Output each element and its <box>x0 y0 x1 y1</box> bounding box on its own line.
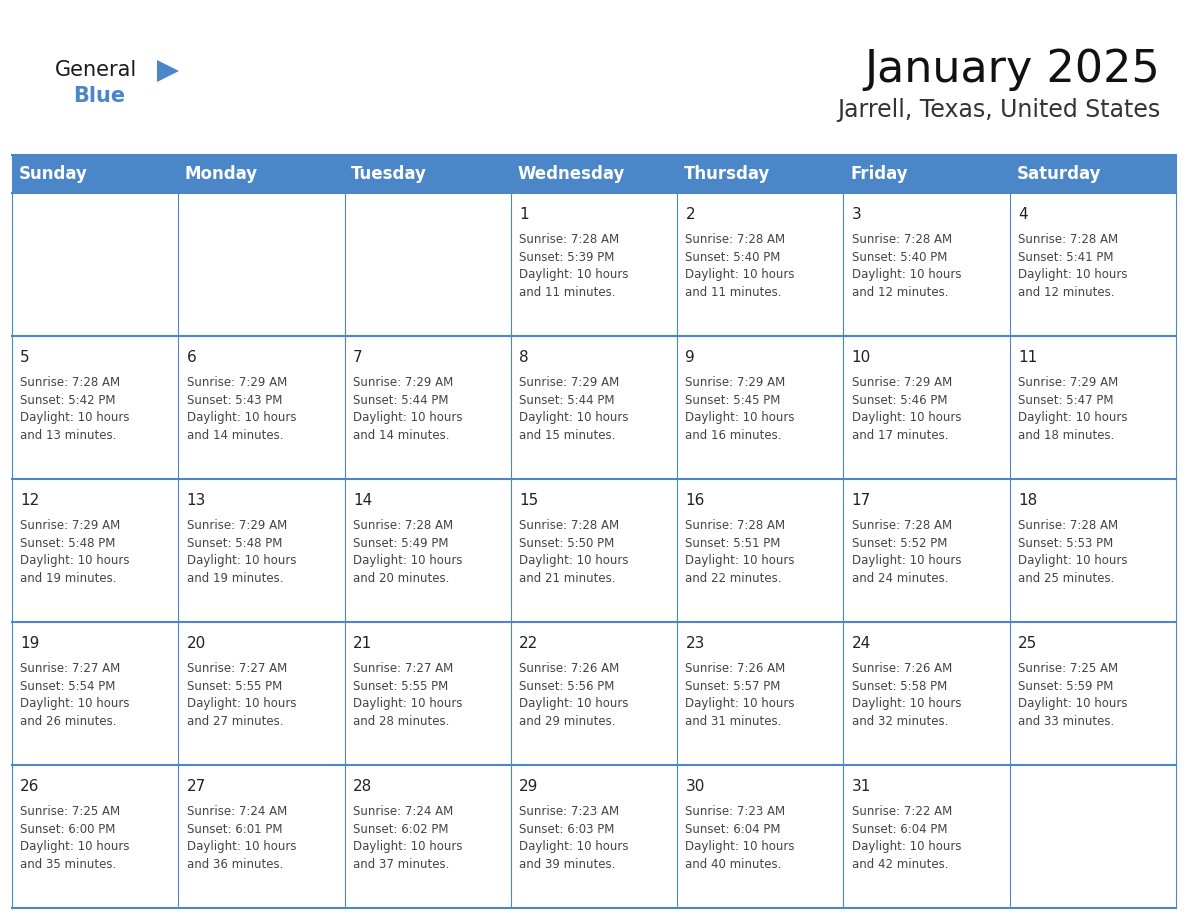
Bar <box>12 155 1176 193</box>
Text: Monday: Monday <box>185 165 258 183</box>
Text: Sunrise: 7:29 AM
Sunset: 5:43 PM
Daylight: 10 hours
and 14 minutes.: Sunrise: 7:29 AM Sunset: 5:43 PM Dayligh… <box>187 376 296 442</box>
Text: Sunrise: 7:27 AM
Sunset: 5:55 PM
Daylight: 10 hours
and 28 minutes.: Sunrise: 7:27 AM Sunset: 5:55 PM Dayligh… <box>353 662 462 728</box>
Text: 7: 7 <box>353 351 362 365</box>
Text: Saturday: Saturday <box>1017 165 1101 183</box>
Text: Sunrise: 7:22 AM
Sunset: 6:04 PM
Daylight: 10 hours
and 42 minutes.: Sunrise: 7:22 AM Sunset: 6:04 PM Dayligh… <box>852 805 961 870</box>
Text: Sunrise: 7:26 AM
Sunset: 5:56 PM
Daylight: 10 hours
and 29 minutes.: Sunrise: 7:26 AM Sunset: 5:56 PM Dayligh… <box>519 662 628 728</box>
Text: Sunrise: 7:29 AM
Sunset: 5:48 PM
Daylight: 10 hours
and 19 minutes.: Sunrise: 7:29 AM Sunset: 5:48 PM Dayligh… <box>20 519 129 585</box>
Text: Sunrise: 7:24 AM
Sunset: 6:02 PM
Daylight: 10 hours
and 37 minutes.: Sunrise: 7:24 AM Sunset: 6:02 PM Dayligh… <box>353 805 462 870</box>
Text: Sunrise: 7:25 AM
Sunset: 6:00 PM
Daylight: 10 hours
and 35 minutes.: Sunrise: 7:25 AM Sunset: 6:00 PM Dayligh… <box>20 805 129 870</box>
Text: Sunrise: 7:23 AM
Sunset: 6:03 PM
Daylight: 10 hours
and 39 minutes.: Sunrise: 7:23 AM Sunset: 6:03 PM Dayligh… <box>519 805 628 870</box>
Text: Sunrise: 7:28 AM
Sunset: 5:52 PM
Daylight: 10 hours
and 24 minutes.: Sunrise: 7:28 AM Sunset: 5:52 PM Dayligh… <box>852 519 961 585</box>
Text: Sunrise: 7:27 AM
Sunset: 5:54 PM
Daylight: 10 hours
and 26 minutes.: Sunrise: 7:27 AM Sunset: 5:54 PM Dayligh… <box>20 662 129 728</box>
Text: 17: 17 <box>852 493 871 509</box>
Text: 25: 25 <box>1018 636 1037 651</box>
Text: January 2025: January 2025 <box>864 48 1159 91</box>
Text: Sunrise: 7:29 AM
Sunset: 5:44 PM
Daylight: 10 hours
and 15 minutes.: Sunrise: 7:29 AM Sunset: 5:44 PM Dayligh… <box>519 376 628 442</box>
Text: 10: 10 <box>852 351 871 365</box>
Text: Sunrise: 7:29 AM
Sunset: 5:48 PM
Daylight: 10 hours
and 19 minutes.: Sunrise: 7:29 AM Sunset: 5:48 PM Dayligh… <box>187 519 296 585</box>
Text: 22: 22 <box>519 636 538 651</box>
Text: Friday: Friday <box>851 165 908 183</box>
Text: 20: 20 <box>187 636 206 651</box>
Text: Sunrise: 7:28 AM
Sunset: 5:50 PM
Daylight: 10 hours
and 21 minutes.: Sunrise: 7:28 AM Sunset: 5:50 PM Dayligh… <box>519 519 628 585</box>
Text: 2: 2 <box>685 207 695 222</box>
Text: 15: 15 <box>519 493 538 509</box>
Text: 27: 27 <box>187 779 206 794</box>
Text: Sunrise: 7:28 AM
Sunset: 5:40 PM
Daylight: 10 hours
and 11 minutes.: Sunrise: 7:28 AM Sunset: 5:40 PM Dayligh… <box>685 233 795 298</box>
Text: 8: 8 <box>519 351 529 365</box>
Text: 18: 18 <box>1018 493 1037 509</box>
Text: 14: 14 <box>353 493 372 509</box>
Text: 30: 30 <box>685 779 704 794</box>
Text: Sunrise: 7:28 AM
Sunset: 5:51 PM
Daylight: 10 hours
and 22 minutes.: Sunrise: 7:28 AM Sunset: 5:51 PM Dayligh… <box>685 519 795 585</box>
Text: Sunrise: 7:28 AM
Sunset: 5:53 PM
Daylight: 10 hours
and 25 minutes.: Sunrise: 7:28 AM Sunset: 5:53 PM Dayligh… <box>1018 519 1127 585</box>
Text: 26: 26 <box>20 779 39 794</box>
Text: Sunrise: 7:27 AM
Sunset: 5:55 PM
Daylight: 10 hours
and 27 minutes.: Sunrise: 7:27 AM Sunset: 5:55 PM Dayligh… <box>187 662 296 728</box>
Text: 16: 16 <box>685 493 704 509</box>
Text: General: General <box>55 60 138 80</box>
Text: 24: 24 <box>852 636 871 651</box>
Text: Sunrise: 7:24 AM
Sunset: 6:01 PM
Daylight: 10 hours
and 36 minutes.: Sunrise: 7:24 AM Sunset: 6:01 PM Dayligh… <box>187 805 296 870</box>
Text: Sunrise: 7:26 AM
Sunset: 5:57 PM
Daylight: 10 hours
and 31 minutes.: Sunrise: 7:26 AM Sunset: 5:57 PM Dayligh… <box>685 662 795 728</box>
Text: Sunrise: 7:29 AM
Sunset: 5:47 PM
Daylight: 10 hours
and 18 minutes.: Sunrise: 7:29 AM Sunset: 5:47 PM Dayligh… <box>1018 376 1127 442</box>
Text: Sunrise: 7:28 AM
Sunset: 5:42 PM
Daylight: 10 hours
and 13 minutes.: Sunrise: 7:28 AM Sunset: 5:42 PM Dayligh… <box>20 376 129 442</box>
Text: Blue: Blue <box>72 86 125 106</box>
Text: 13: 13 <box>187 493 206 509</box>
Text: 29: 29 <box>519 779 538 794</box>
Text: 3: 3 <box>852 207 861 222</box>
Text: Sunrise: 7:29 AM
Sunset: 5:45 PM
Daylight: 10 hours
and 16 minutes.: Sunrise: 7:29 AM Sunset: 5:45 PM Dayligh… <box>685 376 795 442</box>
Text: Tuesday: Tuesday <box>352 165 428 183</box>
Text: 1: 1 <box>519 207 529 222</box>
Text: Sunrise: 7:25 AM
Sunset: 5:59 PM
Daylight: 10 hours
and 33 minutes.: Sunrise: 7:25 AM Sunset: 5:59 PM Dayligh… <box>1018 662 1127 728</box>
Text: 23: 23 <box>685 636 704 651</box>
Text: 31: 31 <box>852 779 871 794</box>
Text: 4: 4 <box>1018 207 1028 222</box>
Text: Sunrise: 7:28 AM
Sunset: 5:39 PM
Daylight: 10 hours
and 11 minutes.: Sunrise: 7:28 AM Sunset: 5:39 PM Dayligh… <box>519 233 628 298</box>
Text: Sunday: Sunday <box>19 165 88 183</box>
Text: 11: 11 <box>1018 351 1037 365</box>
Text: Sunrise: 7:29 AM
Sunset: 5:44 PM
Daylight: 10 hours
and 14 minutes.: Sunrise: 7:29 AM Sunset: 5:44 PM Dayligh… <box>353 376 462 442</box>
Text: Thursday: Thursday <box>684 165 770 183</box>
Text: Jarrell, Texas, United States: Jarrell, Texas, United States <box>836 98 1159 122</box>
Text: Sunrise: 7:28 AM
Sunset: 5:41 PM
Daylight: 10 hours
and 12 minutes.: Sunrise: 7:28 AM Sunset: 5:41 PM Dayligh… <box>1018 233 1127 298</box>
Text: Sunrise: 7:29 AM
Sunset: 5:46 PM
Daylight: 10 hours
and 17 minutes.: Sunrise: 7:29 AM Sunset: 5:46 PM Dayligh… <box>852 376 961 442</box>
Polygon shape <box>157 60 179 82</box>
Text: 12: 12 <box>20 493 39 509</box>
Text: 6: 6 <box>187 351 196 365</box>
Text: Sunrise: 7:28 AM
Sunset: 5:40 PM
Daylight: 10 hours
and 12 minutes.: Sunrise: 7:28 AM Sunset: 5:40 PM Dayligh… <box>852 233 961 298</box>
Text: 9: 9 <box>685 351 695 365</box>
Text: 19: 19 <box>20 636 39 651</box>
Text: Wednesday: Wednesday <box>518 165 625 183</box>
Text: 5: 5 <box>20 351 30 365</box>
Text: Sunrise: 7:26 AM
Sunset: 5:58 PM
Daylight: 10 hours
and 32 minutes.: Sunrise: 7:26 AM Sunset: 5:58 PM Dayligh… <box>852 662 961 728</box>
Text: 21: 21 <box>353 636 372 651</box>
Text: 28: 28 <box>353 779 372 794</box>
Bar <box>12 193 1176 908</box>
Text: Sunrise: 7:28 AM
Sunset: 5:49 PM
Daylight: 10 hours
and 20 minutes.: Sunrise: 7:28 AM Sunset: 5:49 PM Dayligh… <box>353 519 462 585</box>
Text: Sunrise: 7:23 AM
Sunset: 6:04 PM
Daylight: 10 hours
and 40 minutes.: Sunrise: 7:23 AM Sunset: 6:04 PM Dayligh… <box>685 805 795 870</box>
